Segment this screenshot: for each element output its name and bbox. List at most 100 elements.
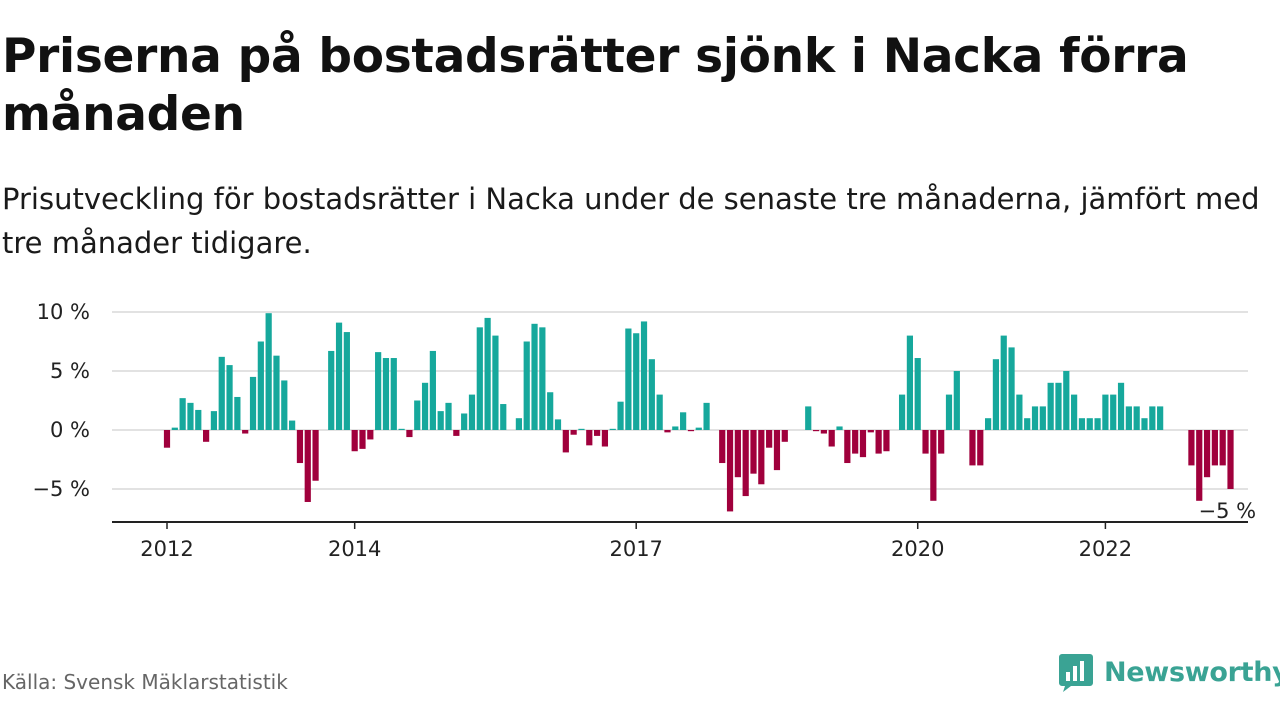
bar — [820, 430, 827, 434]
bar — [656, 394, 663, 430]
bar — [586, 430, 593, 446]
bar — [1047, 382, 1054, 430]
bar — [930, 430, 937, 501]
bar — [719, 430, 726, 464]
bar — [171, 427, 178, 430]
bar — [680, 412, 687, 430]
bar — [945, 394, 953, 430]
chart-title: Priserna på bostadsrätter sjönk i Nacka … — [2, 29, 1189, 142]
bar — [1008, 347, 1015, 430]
bar — [742, 430, 749, 497]
bar — [898, 394, 906, 430]
bar — [734, 430, 741, 478]
bar — [836, 426, 843, 430]
bar — [1031, 406, 1039, 430]
bar — [1196, 430, 1203, 501]
bars — [163, 313, 1234, 512]
bar — [1211, 430, 1218, 466]
bar — [484, 317, 491, 430]
bar — [640, 321, 648, 430]
bar — [695, 427, 702, 430]
bar — [187, 402, 194, 430]
bar — [289, 420, 296, 430]
bar — [1055, 382, 1062, 430]
bar — [328, 350, 335, 430]
bar — [296, 430, 304, 464]
bar — [1024, 418, 1031, 430]
bar — [758, 430, 765, 485]
bar — [969, 430, 976, 466]
bar — [226, 365, 233, 430]
bar — [281, 380, 288, 430]
bar — [265, 313, 272, 430]
bar — [335, 322, 343, 430]
bar — [812, 430, 820, 432]
bar — [304, 430, 311, 502]
bar — [453, 430, 460, 436]
bar — [195, 409, 202, 430]
y-tick-label: 0 % — [50, 418, 90, 442]
bar — [594, 430, 601, 436]
bar — [234, 396, 241, 430]
bar — [633, 333, 640, 430]
bar — [179, 398, 186, 430]
bar — [547, 392, 554, 430]
bar — [875, 430, 882, 454]
bar — [531, 323, 538, 430]
bar — [609, 428, 616, 430]
bar — [828, 430, 835, 447]
bar — [414, 400, 421, 430]
bar — [492, 335, 499, 430]
bar — [1219, 430, 1226, 466]
bar — [726, 430, 734, 512]
bar — [218, 356, 225, 430]
x-tick-label: 2022 — [1079, 537, 1132, 561]
bar — [476, 327, 483, 430]
bar — [578, 428, 585, 430]
bar — [914, 358, 921, 430]
bar — [672, 426, 679, 430]
bar — [421, 382, 429, 430]
annotations: −5 % — [1199, 499, 1257, 523]
bar — [390, 358, 397, 430]
bar — [750, 430, 757, 474]
bar — [1133, 406, 1140, 430]
bar — [601, 430, 609, 447]
x-tick-label: 2014 — [328, 537, 381, 561]
bar — [539, 327, 546, 430]
bar — [703, 402, 710, 430]
bar — [1203, 430, 1211, 478]
bar — [648, 359, 655, 430]
bar — [687, 430, 695, 432]
bar — [1188, 430, 1195, 466]
bar — [500, 404, 507, 430]
bar — [203, 430, 210, 442]
bar — [953, 371, 960, 430]
bar — [617, 401, 624, 430]
y-tick-label: 10 % — [37, 300, 90, 324]
x-tick-label: 2012 — [140, 537, 193, 561]
bar — [1078, 418, 1086, 430]
bar — [242, 430, 249, 434]
bar — [1086, 418, 1093, 430]
bar — [1039, 406, 1046, 430]
bar — [1125, 406, 1132, 430]
bar — [359, 430, 366, 449]
y-tick-label: 5 % — [50, 359, 90, 383]
bar — [468, 394, 476, 430]
bar — [844, 430, 851, 464]
y-tick-label: −5 % — [32, 477, 90, 501]
bar-chart: 10 % 5 % 0 % −5 % 2012 2014 2017 2020 2022 −5 % — [32, 300, 1257, 561]
bar — [1117, 382, 1125, 430]
x-tick-label: 2017 — [609, 537, 662, 561]
bar — [1000, 335, 1007, 430]
bar — [1102, 394, 1109, 430]
bar — [664, 430, 671, 433]
brand-logo: Newsworthy — [1058, 652, 1280, 692]
bar — [515, 418, 522, 430]
bar — [562, 430, 569, 453]
bar — [1063, 371, 1070, 430]
bar — [1071, 394, 1078, 430]
bar — [859, 430, 867, 458]
bar — [977, 430, 984, 466]
